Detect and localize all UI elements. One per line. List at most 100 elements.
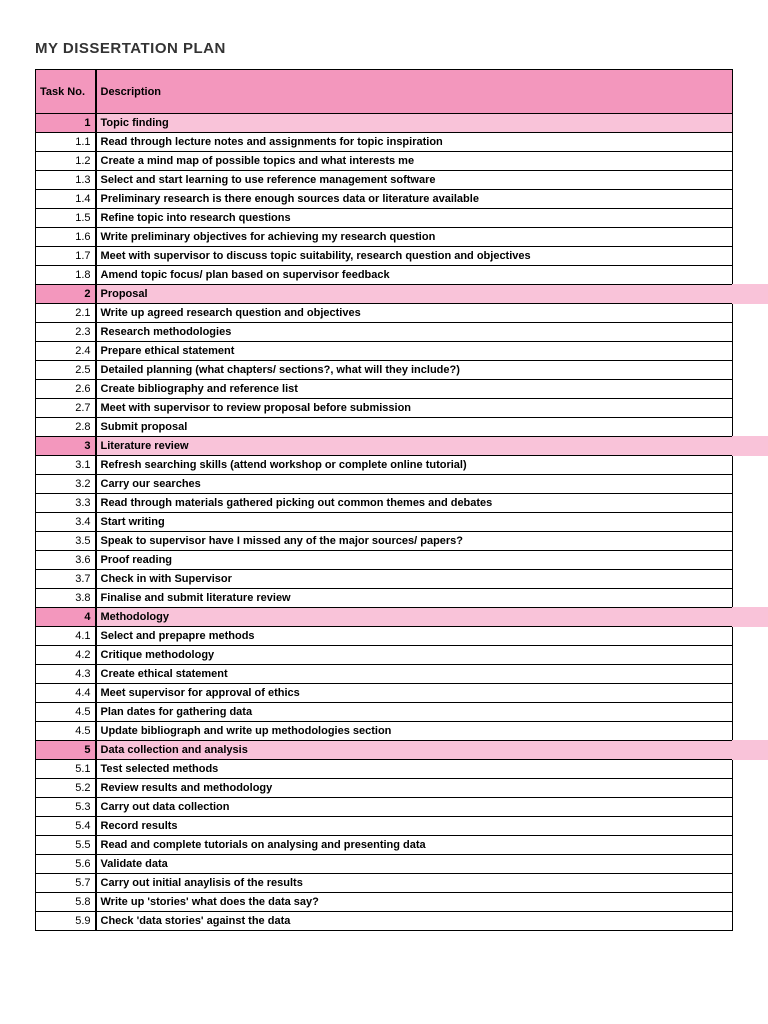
description-cell: Speak to supervisor have I missed any of… [96,532,733,551]
task-number-cell: 3.2 [36,475,96,494]
description-cell: Write up agreed research question and ob… [96,304,733,323]
description-cell: Proposal [96,285,733,304]
task-number-cell: 4 [36,608,96,627]
table-row: 2.7Meet with supervisor to review propos… [36,399,733,418]
description-cell: Read through lecture notes and assignmen… [96,133,733,152]
table-row: 2.5Detailed planning (what chapters/ sec… [36,361,733,380]
table-row: 2.4Prepare ethical statement [36,342,733,361]
table-row: 4.1Select and prepapre methods [36,627,733,646]
task-number-cell: 2.8 [36,418,96,437]
description-cell: Submit proposal [96,418,733,437]
task-number-cell: 4.4 [36,684,96,703]
section-row: 5Data collection and analysis [36,741,733,760]
task-number-cell: 3 [36,437,96,456]
description-cell: Select and prepapre methods [96,627,733,646]
table-row: 3.4Start writing [36,513,733,532]
description-cell: Write up 'stories' what does the data sa… [96,893,733,912]
task-number-cell: 2.7 [36,399,96,418]
task-number-cell: 3.4 [36,513,96,532]
description-cell: Literature review [96,437,733,456]
table-row: 4.3Create ethical statement [36,665,733,684]
table-row: 1.6Write preliminary objectives for achi… [36,228,733,247]
task-number-cell: 5.3 [36,798,96,817]
description-cell: Refresh searching skills (attend worksho… [96,456,733,475]
section-row: 3Literature review [36,437,733,456]
task-number-cell: 1.3 [36,171,96,190]
table-row: 1.4Preliminary research is there enough … [36,190,733,209]
task-number-cell: 3.6 [36,551,96,570]
table-row: 5.7Carry out initial anaylisis of the re… [36,874,733,893]
table-row: 5.4Record results [36,817,733,836]
description-cell: Carry our searches [96,475,733,494]
description-cell: Preliminary research is there enough sou… [96,190,733,209]
description-cell: Proof reading [96,551,733,570]
table-row: 5.6Validate data [36,855,733,874]
section-row: 1Topic finding [36,114,733,133]
description-cell: Plan dates for gathering data [96,703,733,722]
task-number-cell: 3.3 [36,494,96,513]
table-row: 1.2Create a mind map of possible topics … [36,152,733,171]
table-row: 5.3Carry out data collection [36,798,733,817]
task-number-cell: 5.7 [36,874,96,893]
description-cell: Review results and methodology [96,779,733,798]
task-number-cell: 1.1 [36,133,96,152]
description-cell: Start writing [96,513,733,532]
task-number-cell: 5.2 [36,779,96,798]
description-cell: Meet with supervisor to review proposal … [96,399,733,418]
table-row: 4.2Critique methodology [36,646,733,665]
description-cell: Check in with Supervisor [96,570,733,589]
description-cell: Carry out data collection [96,798,733,817]
task-number-cell: 5.8 [36,893,96,912]
description-cell: Meet supervisor for approval of ethics [96,684,733,703]
task-number-cell: 5 [36,741,96,760]
description-cell: Update bibliograph and write up methodol… [96,722,733,741]
table-row: 1.1Read through lecture notes and assign… [36,133,733,152]
column-header-description: Description [96,70,733,114]
table-row: 1.8Amend topic focus/ plan based on supe… [36,266,733,285]
section-row: 4Methodology [36,608,733,627]
table-row: 3.7Check in with Supervisor [36,570,733,589]
column-header-task: Task No. [36,70,96,114]
table-row: 5.2Review results and methodology [36,779,733,798]
table-row: 2.8Submit proposal [36,418,733,437]
description-cell: Data collection and analysis [96,741,733,760]
task-number-cell: 2.4 [36,342,96,361]
task-number-cell: 2.5 [36,361,96,380]
task-number-cell: 4.3 [36,665,96,684]
description-cell: Create ethical statement [96,665,733,684]
task-number-cell: 4.5 [36,703,96,722]
section-row: 2Proposal [36,285,733,304]
task-number-cell: 3.5 [36,532,96,551]
description-cell: Create bibliography and reference list [96,380,733,399]
table-row: 4.5Update bibliograph and write up metho… [36,722,733,741]
description-cell: Topic finding [96,114,733,133]
description-cell: Write preliminary objectives for achievi… [96,228,733,247]
task-number-cell: 5.4 [36,817,96,836]
description-cell: Refine topic into research questions [96,209,733,228]
table-row: 1.5Refine topic into research questions [36,209,733,228]
task-number-cell: 4.1 [36,627,96,646]
task-number-cell: 1.2 [36,152,96,171]
table-row: 5.1Test selected methods [36,760,733,779]
task-number-cell: 5.6 [36,855,96,874]
table-row: 5.5Read and complete tutorials on analys… [36,836,733,855]
task-number-cell: 5.5 [36,836,96,855]
task-number-cell: 5.9 [36,912,96,931]
task-number-cell: 1.7 [36,247,96,266]
table-row: 5.9Check 'data stories' against the data [36,912,733,931]
task-number-cell: 4.2 [36,646,96,665]
table-row: 1.3Select and start learning to use refe… [36,171,733,190]
task-number-cell: 2 [36,285,96,304]
description-cell: Select and start learning to use referen… [96,171,733,190]
table-row: 3.3Read through materials gathered picki… [36,494,733,513]
table-row: 3.8Finalise and submit literature review [36,589,733,608]
description-cell: Critique methodology [96,646,733,665]
description-cell: Prepare ethical statement [96,342,733,361]
table-row: 1.7Meet with supervisor to discuss topic… [36,247,733,266]
task-number-cell: 1.8 [36,266,96,285]
description-cell: Detailed planning (what chapters/ sectio… [96,361,733,380]
page-title: MY DISSERTATION PLAN [35,40,733,57]
table-row: 3.1Refresh searching skills (attend work… [36,456,733,475]
dissertation-plan-table: Task No. Description 1Topic finding1.1Re… [35,69,733,931]
description-cell: Record results [96,817,733,836]
